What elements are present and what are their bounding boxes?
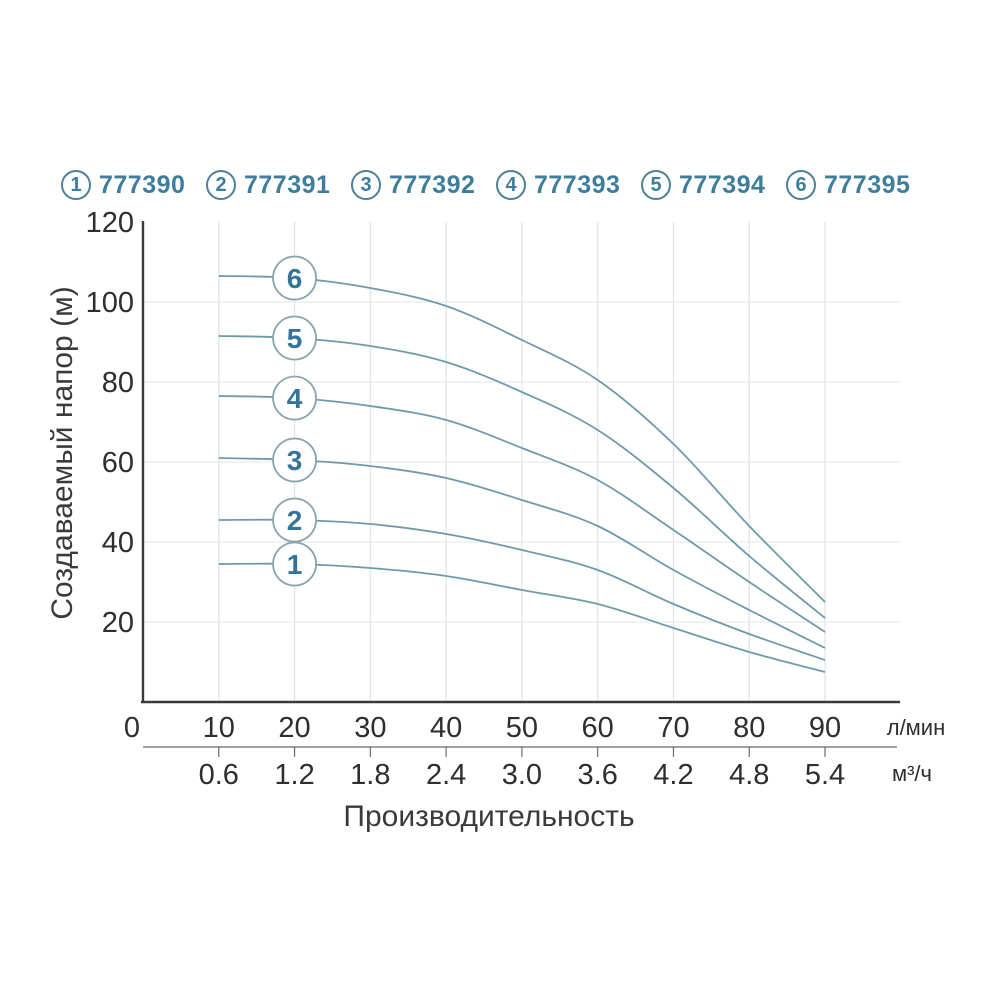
legend-circle-4: 4 [496,170,526,200]
x-tick-labels-primary: 0 10 20 30 40 50 60 70 80 90 л/мин [124,712,945,744]
curves [218,275,826,673]
curve-label-circle-1 [272,541,317,587]
legend-article-5: 777394 [679,170,766,199]
x-tick-label-secondary: 4.8 [729,759,769,791]
legend-item-5: 5 777394 [641,170,766,200]
y-tick-label: 80 [102,367,134,399]
x-tick-label-secondary: 2.4 [426,759,466,791]
curve-label-circle-5 [272,315,317,361]
axes [141,221,900,704]
legend-article-2: 777391 [244,170,331,199]
y-tick-labels: 20 40 60 80 100 120 [86,207,134,639]
gridlines [143,222,900,702]
x-tick-label-secondary: 3.0 [502,759,542,791]
x-tick-label: 80 [733,712,765,744]
x-tick-label-secondary: 1.2 [274,759,314,791]
legend-circle-6: 6 [786,170,816,200]
x-tick-label: 0 [124,712,140,744]
curve-label-circle-6 [272,255,317,301]
y-tick-label: 40 [102,527,134,559]
x-unit-secondary: м³/ч [892,761,932,786]
y-tick-label: 100 [86,287,134,319]
legend-item-3: 3 777392 [351,170,476,200]
y-axis-title: Создаваемый напор (м) [46,286,79,619]
x-tick-label: 20 [278,712,310,744]
curve-4 [218,395,826,633]
x-tick-label-secondary: 4.2 [653,759,693,791]
x-tick-label: 40 [430,712,462,744]
x-tick-label-secondary: 5.4 [805,759,845,791]
curve-labels: 1 2 3 4 5 6 [272,255,317,587]
x-tick-label: 10 [203,712,235,744]
legend-article-6: 777395 [824,170,911,199]
legend-article-1: 777390 [99,170,186,199]
x-tick-label: 30 [354,712,386,744]
x-tick-label: 50 [506,712,538,744]
curve-3 [218,457,826,649]
curve-label-number-6: 6 [287,263,303,294]
curve-label-circle-4 [272,375,317,421]
legend-item-4: 4 777393 [496,170,621,200]
curve-label-number-4: 4 [287,383,303,414]
legend-item-1: 1 777390 [61,170,186,200]
y-tick-label: 60 [102,447,134,479]
y-tick-label: 120 [86,207,134,239]
x-tick-label: 60 [582,712,614,744]
curve-label-number-5: 5 [287,323,303,354]
curve-label-number-2: 2 [287,505,303,536]
curve-label-number-1: 1 [287,549,303,580]
curve-1 [218,562,826,673]
x-tick-label: 90 [809,712,841,744]
curve-6 [218,275,826,603]
legend-circle-1: 1 [61,170,91,200]
legend-circle-2: 2 [206,170,236,200]
y-tick-label: 20 [102,607,134,639]
legend-circle-3: 3 [351,170,381,200]
legend-article-3: 777392 [389,170,476,199]
x-axis-title: Производительность [343,800,634,833]
curve-2 [218,518,826,661]
curve-5 [218,335,826,619]
x-axis-secondary: 0.6 1.2 1.8 2.4 3.0 3.6 4.2 4.8 5.4 м³/ч [143,746,932,791]
x-tick-label-secondary: 3.6 [578,759,618,791]
legend-item-2: 2 777391 [206,170,331,200]
x-tick-label-secondary: 1.8 [350,759,390,791]
legend-circle-5: 5 [641,170,671,200]
curve-label-circle-2 [272,497,317,543]
curve-label-circle-3 [272,437,317,483]
legend: 1 777390 2 777391 3 777392 4 777393 5 77… [61,168,941,202]
x-unit-primary: л/мин [887,715,946,740]
x-tick-label: 70 [657,712,689,744]
legend-article-4: 777393 [534,170,621,199]
legend-item-6: 6 777395 [786,170,911,200]
curve-label-number-3: 3 [287,445,303,476]
x-tick-label-secondary: 0.6 [199,759,239,791]
